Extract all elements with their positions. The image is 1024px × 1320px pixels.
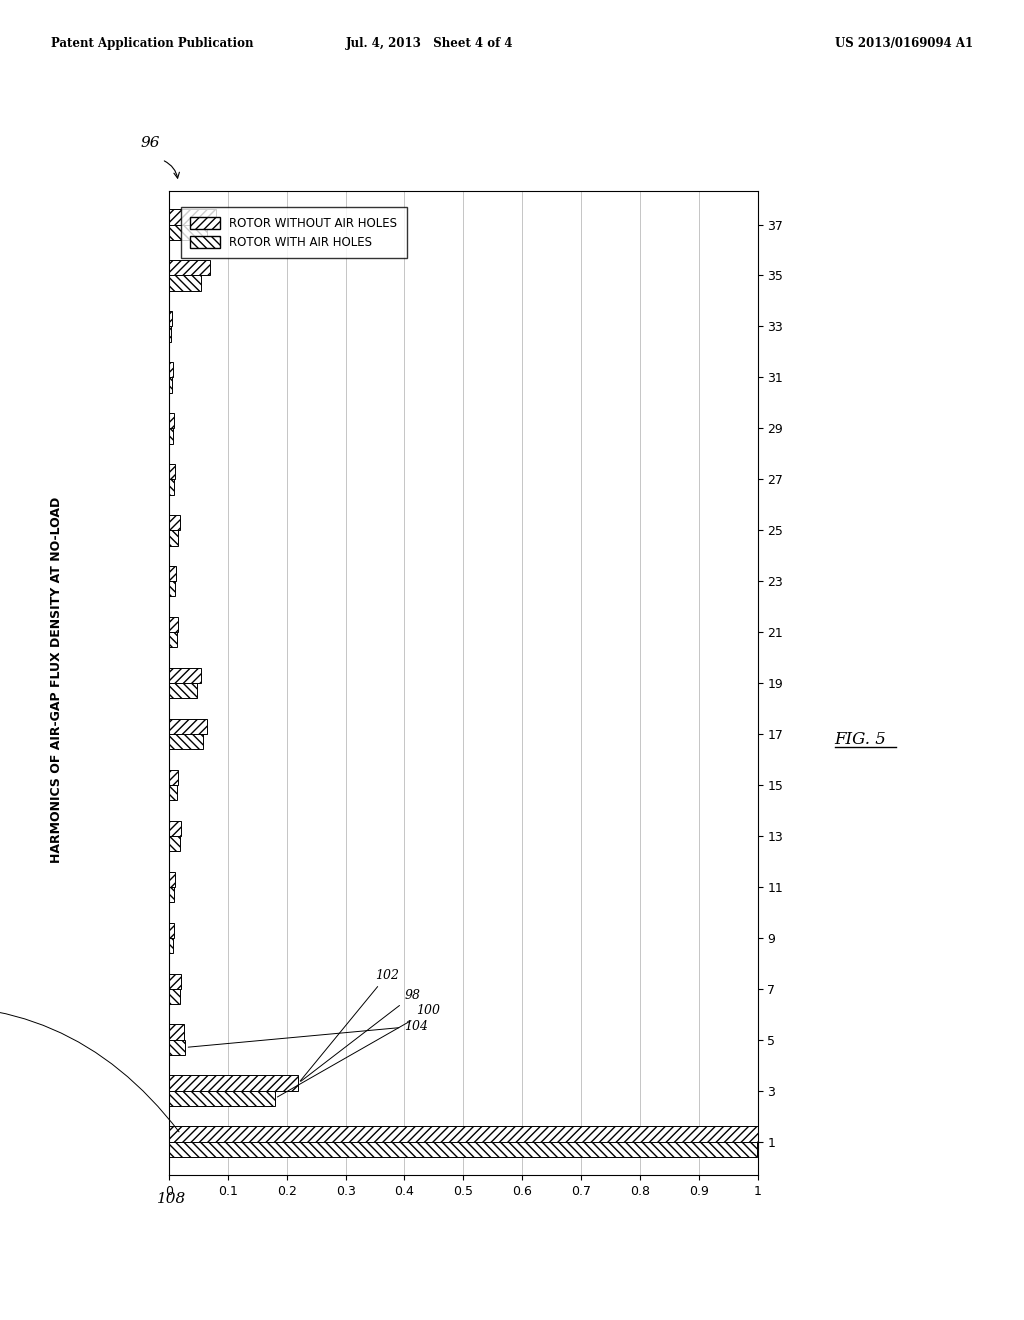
Text: 100: 100 — [278, 1005, 440, 1097]
Text: 96: 96 — [140, 136, 161, 149]
Bar — [169, 276, 202, 290]
Bar — [169, 719, 207, 734]
Bar — [169, 515, 179, 531]
Bar — [169, 668, 202, 682]
Bar — [169, 989, 179, 1005]
Text: US 2013/0169094 A1: US 2013/0169094 A1 — [835, 37, 973, 50]
Bar — [169, 428, 173, 444]
Bar — [169, 821, 181, 836]
Bar — [169, 378, 172, 392]
Bar — [169, 413, 174, 428]
Text: 98: 98 — [301, 989, 421, 1081]
Bar — [169, 326, 171, 342]
Bar — [169, 1076, 299, 1090]
Bar — [169, 465, 175, 479]
Bar — [169, 362, 173, 378]
Bar — [169, 224, 207, 240]
Bar — [169, 785, 176, 800]
Bar — [169, 312, 172, 326]
Bar — [169, 260, 210, 276]
Bar — [169, 616, 178, 632]
Bar — [169, 923, 174, 939]
Text: 102: 102 — [300, 969, 399, 1081]
Bar — [169, 770, 178, 785]
Bar — [169, 632, 176, 647]
Bar — [169, 974, 181, 989]
Text: 106: 106 — [0, 1005, 179, 1131]
Text: Jul. 4, 2013   Sheet 4 of 4: Jul. 4, 2013 Sheet 4 of 4 — [346, 37, 514, 50]
Bar — [169, 581, 175, 597]
Bar — [169, 939, 173, 953]
Bar — [169, 1040, 185, 1055]
Bar — [169, 1024, 183, 1040]
Bar — [169, 1126, 758, 1142]
Bar — [169, 566, 176, 581]
Legend: ROTOR WITHOUT AIR HOLES, ROTOR WITH AIR HOLES: ROTOR WITHOUT AIR HOLES, ROTOR WITH AIR … — [181, 207, 407, 257]
Bar — [169, 531, 178, 545]
Text: FIG. 5: FIG. 5 — [835, 731, 887, 747]
Bar — [169, 1090, 274, 1106]
Bar — [169, 210, 216, 224]
Bar — [169, 684, 198, 698]
Text: 104: 104 — [188, 1019, 428, 1047]
Text: Patent Application Publication: Patent Application Publication — [51, 37, 254, 50]
Bar — [169, 734, 203, 750]
Bar — [169, 479, 174, 495]
Bar — [169, 1142, 757, 1156]
Text: HARMONICS OF AIR-GAP FLUX DENSITY AT NO-LOAD: HARMONICS OF AIR-GAP FLUX DENSITY AT NO-… — [50, 496, 62, 863]
Bar — [169, 887, 174, 902]
Bar — [169, 836, 179, 851]
Bar — [169, 871, 175, 887]
Text: 108: 108 — [158, 1192, 186, 1205]
